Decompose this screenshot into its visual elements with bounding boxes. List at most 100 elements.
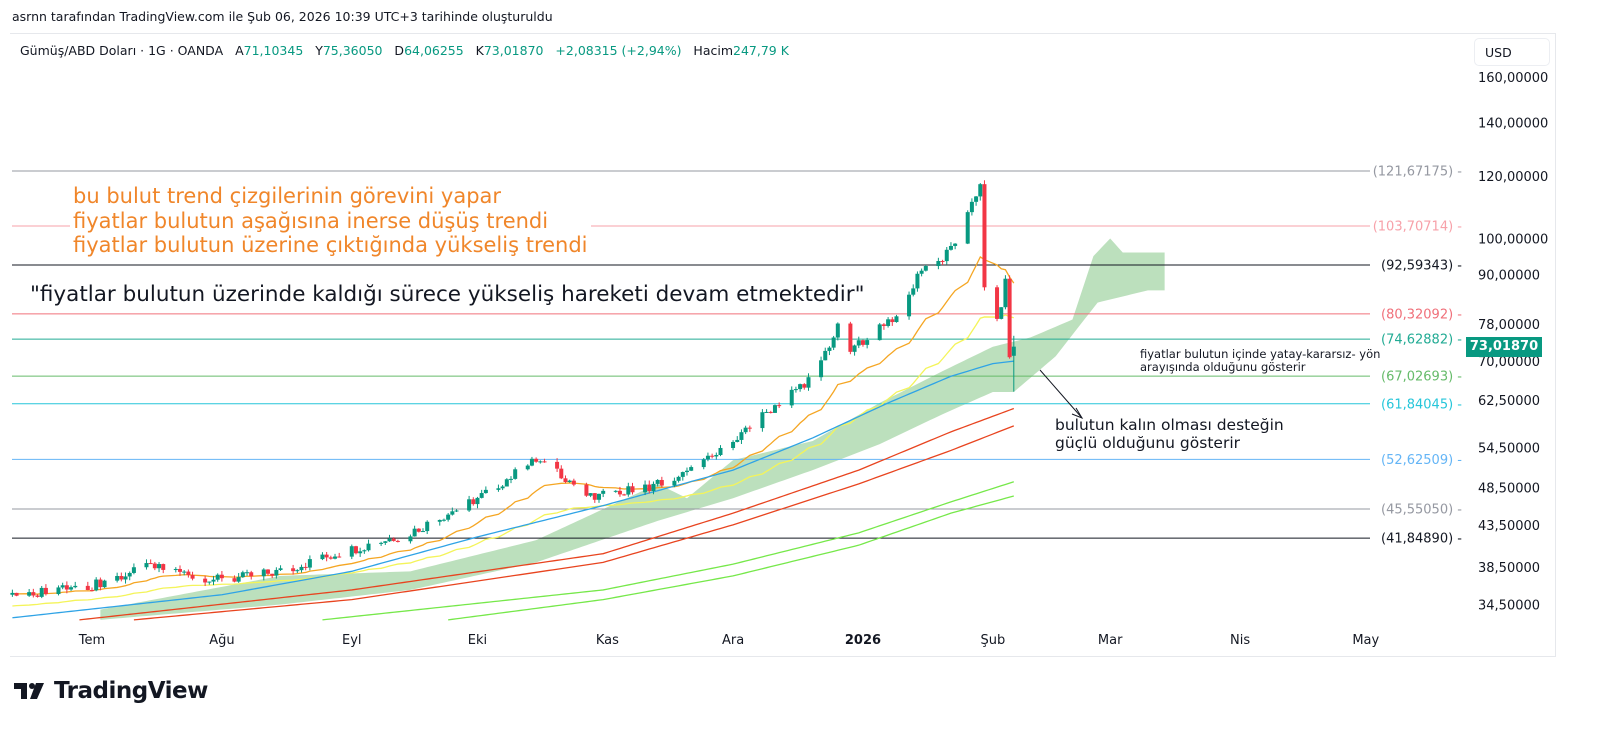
y-axis-tick-label: 120,00000 [1478,170,1548,185]
candle-body [69,587,74,590]
candle [563,475,568,484]
candle [152,561,157,571]
candle [31,588,36,598]
candle [500,484,505,491]
candle [85,581,90,591]
candle [747,425,752,432]
candle-body [64,585,69,590]
candle [571,478,576,487]
candle-body [295,570,300,572]
volume-value: 247,79 K [733,43,789,58]
y-axis-tick-label: 48,50000 [1478,481,1540,496]
candle [534,457,539,463]
symbol-name[interactable]: Gümüş/ABD Doları · 1G · OANDA [20,43,224,58]
chart-credit: asrnn tarafından TradingView.com ile Şub… [12,9,553,24]
candle-body [592,493,597,500]
low-label: D [394,43,405,58]
uptrend-note: "fiyatlar bulutun üzerinde kaldığı sürec… [30,282,865,307]
candle-body [995,287,1000,319]
note-line: bulutun kalın olması desteğin [1055,416,1284,434]
candle-body [307,559,312,568]
candle [890,317,895,326]
candle [353,545,358,555]
candle [538,460,543,464]
candle [559,465,564,480]
candle-body [207,581,212,583]
candle-body [739,432,744,440]
candle-body [454,510,459,512]
candle-body [115,576,120,581]
candle-body [73,585,78,588]
candle [630,482,635,495]
candle-body [772,405,777,413]
candle-body [35,595,40,597]
candle [881,323,886,330]
candle-body [978,184,983,197]
candle-body [953,243,958,246]
candle-body [27,592,32,596]
candle-body [358,551,363,554]
candle [173,567,178,573]
candle-body [567,480,572,482]
candle-body [496,488,501,490]
candle [303,562,308,571]
candle-body [513,469,518,479]
candle-body [509,478,513,480]
candle [479,489,484,499]
candle-body [240,572,245,578]
candle-body [366,543,371,551]
candle-body [584,484,589,496]
candle-body [655,479,660,484]
candle [186,569,191,578]
horizontal-level-label: (74,62882) - [1381,333,1462,348]
annotation-arrow [1039,369,1083,419]
candle-body [969,201,974,213]
candle-body [416,528,421,532]
candle-body [412,528,417,537]
candle-body [127,572,132,577]
low-value: 64,06255 [404,43,464,58]
candle [680,471,685,481]
candle-body [102,580,107,588]
candle [944,247,949,265]
candle [596,493,601,503]
candle [731,440,736,451]
candle-body [441,519,446,521]
candle [437,519,442,526]
candle [915,271,920,292]
tradingview-logo[interactable]: TradingView [14,678,208,704]
candle [819,356,824,381]
note-line: arayışında olduğunu gösterir [1140,360,1306,374]
candle [467,495,472,513]
candle [10,589,15,597]
candle [793,386,798,393]
candle [446,513,451,522]
candle-body [123,576,128,580]
candle-body [90,590,94,592]
candle [877,322,882,341]
candle [999,307,1004,320]
candle [714,452,719,460]
candle-body [232,578,237,582]
moving-average-line [79,407,1015,621]
candle [328,555,333,560]
candle [90,587,94,592]
candle [743,425,748,435]
candle [923,265,928,272]
tradingview-logo-icon [14,683,44,699]
candle [211,575,216,586]
candle [504,478,509,487]
candle [969,198,974,216]
ema-line [12,255,1015,595]
y-axis-tick-label: 78,00000 [1478,318,1540,333]
candle [270,573,275,579]
x-axis-tick-label: Şub [980,633,1005,648]
candle-body [982,184,987,288]
currency-button[interactable]: USD [1474,38,1550,66]
candle-body [601,490,606,494]
candle-body [802,384,807,388]
candle [425,520,430,535]
candle-body [768,411,773,413]
candle [245,569,250,576]
